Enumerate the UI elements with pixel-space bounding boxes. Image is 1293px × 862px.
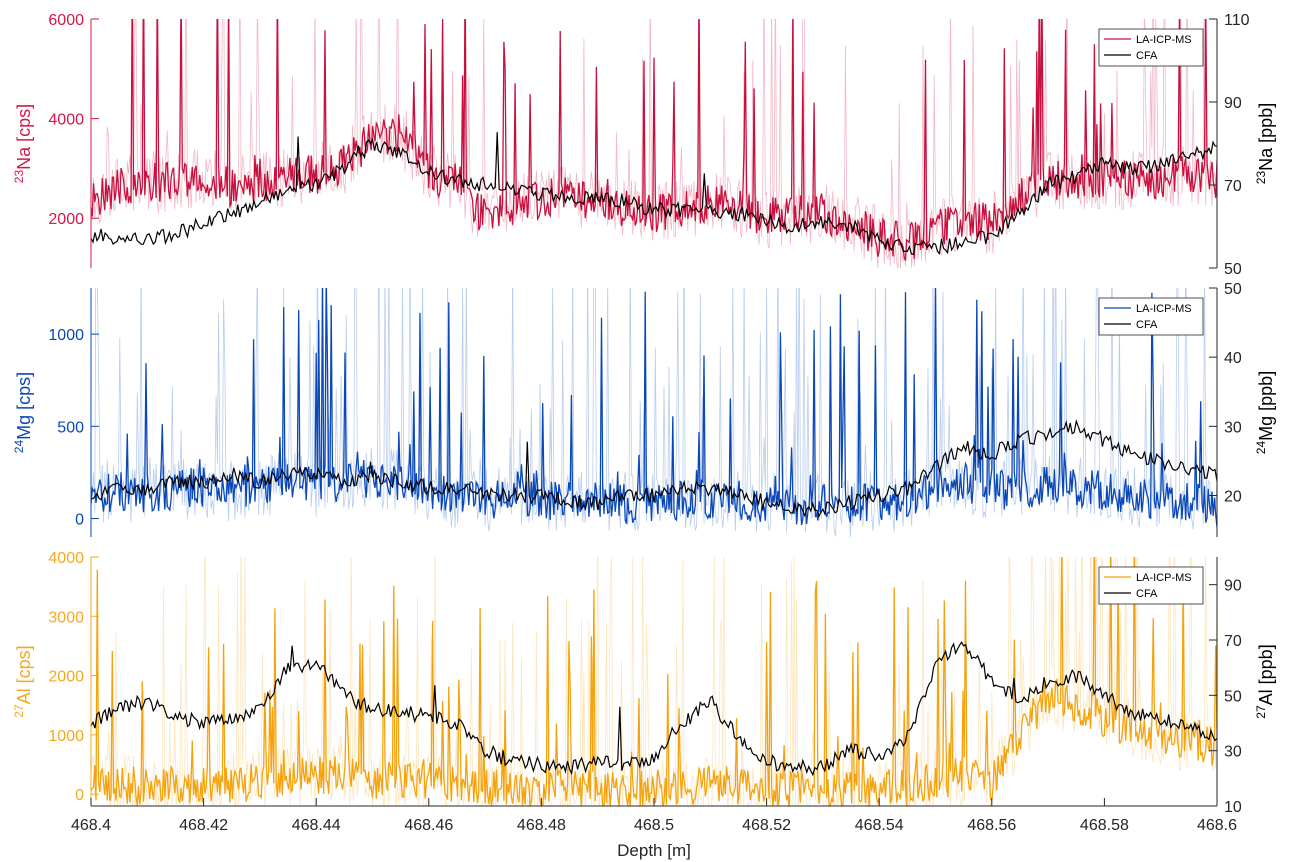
na-legend [1098, 28, 1204, 67]
al-right-axis-label: 27Al [ppb] [1254, 644, 1276, 718]
x-tick-label: 468.44 [292, 817, 341, 834]
x-tick-label: 468.54 [855, 817, 904, 834]
na-left-tick-label: 6000 [48, 12, 84, 29]
al-right-tick-label: 30 [1224, 744, 1242, 761]
x-tick-label: 468.52 [742, 817, 791, 834]
x-tick-label: 468.6 [1197, 817, 1237, 834]
al-series-line-cfa [91, 641, 1217, 777]
x-tick-label: 468.4 [71, 817, 111, 834]
na-left-tick-label: 4000 [48, 112, 84, 129]
x-tick-label: 468.46 [404, 817, 453, 834]
al-left-axis-label: 27Al [cps] [12, 645, 34, 717]
al-legend-label: LA-ICP-MS [1136, 572, 1192, 584]
na-right-tick-label: 50 [1224, 261, 1242, 278]
x-tick-label: 468.58 [1080, 817, 1129, 834]
mg-right-axis-label: 24Mg [ppb] [1254, 371, 1276, 454]
x-tick-label: 468.56 [967, 817, 1016, 834]
al-series-line-la-icp-ms [91, 557, 1217, 806]
mg-right-tick-label: 50 [1224, 281, 1242, 298]
al-right-tick-label: 10 [1224, 799, 1242, 816]
al-left-tick-label: 1000 [48, 728, 84, 745]
mg-left-axis-label: 24Mg [cps] [12, 372, 34, 453]
na-right-tick-label: 90 [1224, 95, 1242, 112]
al-legend-label: CFA [1136, 588, 1158, 600]
al-left-tick-label: 3000 [48, 609, 84, 626]
mg-legend-label: LA-ICP-MS [1136, 303, 1192, 315]
na-right-axis-label: 23Na [ppb] [1254, 103, 1276, 184]
mg-legend-label: CFA [1136, 319, 1158, 331]
al-left-tick-label: 2000 [48, 669, 84, 686]
na-right-tick-label: 110 [1224, 12, 1250, 29]
mg-left-tick-label: 1000 [48, 327, 84, 344]
x-tick-label: 468.42 [179, 817, 228, 834]
mg-series-line-cfa [91, 419, 1217, 518]
x-axis-label: Depth [m] [617, 841, 691, 860]
na-legend-label: LA-ICP-MS [1136, 34, 1192, 46]
na-left-tick-label: 2000 [48, 211, 84, 228]
na-series-line-la-icp-ms [91, 19, 1217, 261]
al-left-tick-label: 4000 [48, 550, 84, 567]
al-legend [1098, 566, 1204, 605]
al-left-tick-label: 0 [75, 787, 84, 804]
al-right-tick-label: 90 [1224, 578, 1242, 595]
al-right-tick-label: 70 [1224, 633, 1242, 650]
x-tick-label: 468.5 [634, 817, 674, 834]
na-raw-series-line [91, 19, 1217, 268]
na-series-line-cfa [91, 132, 1217, 256]
na-left-axis-label: 23Na [cps] [12, 104, 34, 183]
mg-right-tick-label: 20 [1224, 489, 1242, 506]
mg-legend [1098, 297, 1204, 336]
mg-left-tick-label: 0 [75, 512, 84, 529]
al-right-tick-label: 50 [1224, 688, 1242, 705]
mg-right-tick-label: 30 [1224, 419, 1242, 436]
x-tick-label: 468.48 [517, 817, 566, 834]
mg-left-tick-label: 500 [57, 419, 84, 436]
mg-right-tick-label: 40 [1224, 350, 1242, 367]
mg-raw-series-line [91, 288, 1217, 537]
na-legend-label: CFA [1136, 50, 1158, 62]
na-right-tick-label: 70 [1224, 178, 1242, 195]
